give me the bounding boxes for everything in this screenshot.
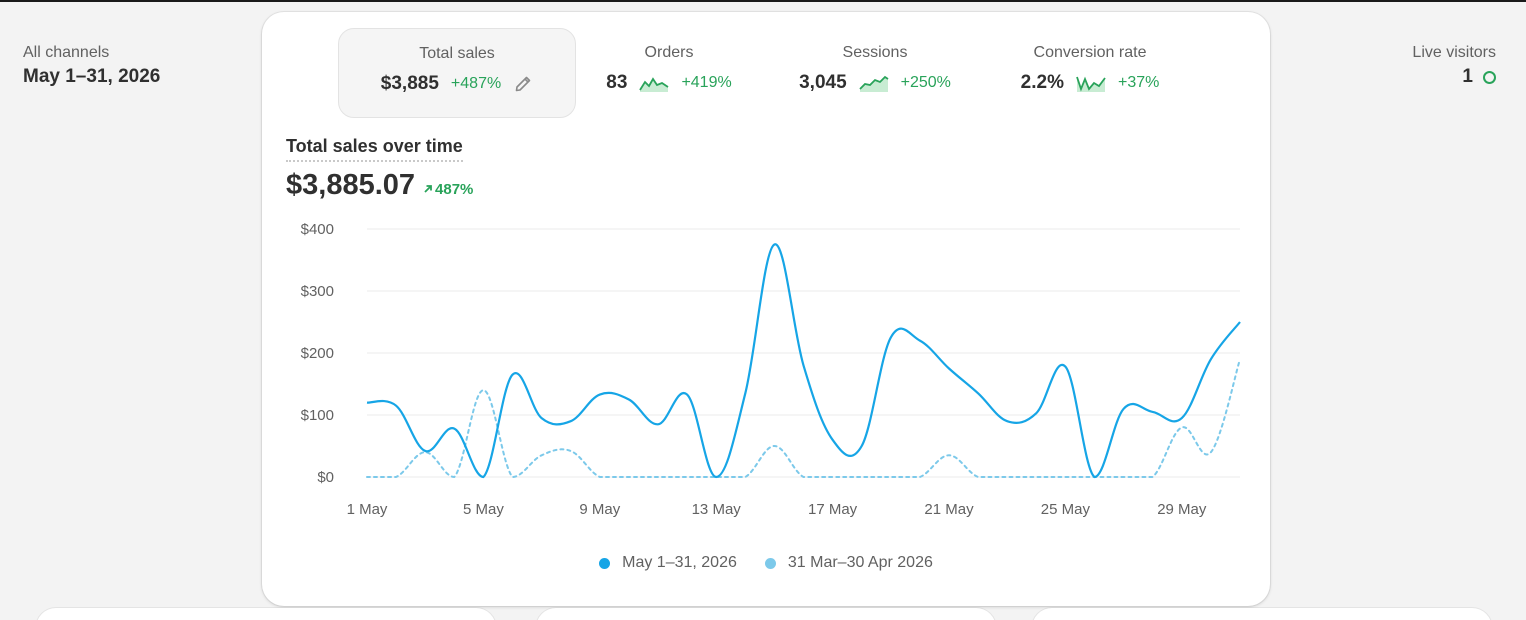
- metric-orders[interactable]: Orders 83 +419%: [588, 28, 750, 118]
- chart-total-value: $3,885.07: [286, 169, 416, 201]
- metric-total-sales[interactable]: Total sales $3,885 +487%: [338, 28, 576, 118]
- live-visitors[interactable]: Live visitors 1: [1412, 44, 1496, 88]
- series-current-line: [366, 243, 1241, 479]
- metric-label: Total sales: [419, 45, 495, 62]
- legend-label: May 1–31, 2026: [622, 554, 737, 571]
- chart-title[interactable]: Total sales over time: [286, 136, 463, 162]
- y-tick-label: $300: [301, 283, 334, 300]
- x-tick-label: 5 May: [463, 501, 504, 518]
- metric-value: 83: [606, 72, 628, 93]
- x-tick-label: 9 May: [579, 501, 620, 518]
- bottom-card: [36, 608, 496, 620]
- sparkline-icon: [639, 77, 669, 92]
- arrow-up-right-icon: [424, 185, 432, 193]
- date-filter[interactable]: All channels May 1–31, 2026: [23, 44, 160, 88]
- metric-change: +37%: [1117, 74, 1160, 91]
- x-tick-label: 17 May: [808, 501, 858, 518]
- y-tick-label: $100: [301, 407, 334, 424]
- x-tick-label: 13 May: [692, 501, 742, 518]
- chart-legend: May 1–31, 2026 31 Mar–30 Apr 2026: [262, 554, 1270, 572]
- y-tick-label: $0: [317, 469, 334, 486]
- live-visitors-count: 1: [1462, 66, 1473, 87]
- y-tick-label: $400: [301, 221, 334, 238]
- legend-label: 31 Mar–30 Apr 2026: [787, 554, 933, 571]
- bottom-card: [536, 608, 996, 620]
- legend-swatch: [599, 557, 611, 569]
- sparkline-icon: [859, 75, 889, 92]
- bottom-card: [1032, 608, 1492, 620]
- chart-change-value: 487%: [435, 181, 474, 198]
- metric-change: +487%: [450, 75, 502, 92]
- x-tick-label: 25 May: [1041, 501, 1091, 518]
- metric-value: $3,885: [380, 73, 439, 94]
- metric-label: Sessions: [842, 44, 908, 61]
- date-range-label: May 1–31, 2026: [23, 66, 161, 87]
- series-previous-line: [366, 358, 1241, 479]
- y-tick-label: $200: [301, 345, 334, 362]
- legend-item-current[interactable]: May 1–31, 2026: [599, 554, 737, 572]
- metric-value: 2.2%: [1020, 72, 1064, 93]
- sparkline-icon: [1076, 76, 1106, 92]
- live-status-icon: [1483, 70, 1496, 84]
- legend-swatch: [764, 557, 776, 569]
- legend-item-previous[interactable]: 31 Mar–30 Apr 2026: [764, 554, 933, 572]
- metric-sessions[interactable]: Sessions 3,045 +250%: [778, 28, 972, 118]
- metric-conversion-rate[interactable]: Conversion rate 2.2% +37%: [992, 28, 1188, 118]
- x-tick-label: 1 May: [347, 501, 388, 518]
- chart-total-change: 487%: [423, 181, 473, 198]
- metric-label: Orders: [644, 44, 694, 61]
- metric-change: +419%: [681, 74, 732, 91]
- x-tick-label: 21 May: [924, 501, 974, 518]
- pencil-icon[interactable]: [513, 74, 533, 94]
- x-tick-label: 29 May: [1157, 501, 1207, 518]
- metric-value: 3,045: [799, 72, 847, 93]
- channel-filter-label: All channels: [23, 44, 110, 61]
- metric-label: Conversion rate: [1033, 44, 1147, 61]
- sales-overview-card: Total sales $3,885 +487% Orders 83 +419%…: [262, 12, 1270, 606]
- metric-change: +250%: [900, 74, 951, 91]
- sales-line-chart[interactable]: $0 $100 $200 $300 $400 1 May 5 May 9 May 13 May 1…: [262, 212, 1270, 542]
- live-visitors-label: Live visitors: [1412, 44, 1496, 61]
